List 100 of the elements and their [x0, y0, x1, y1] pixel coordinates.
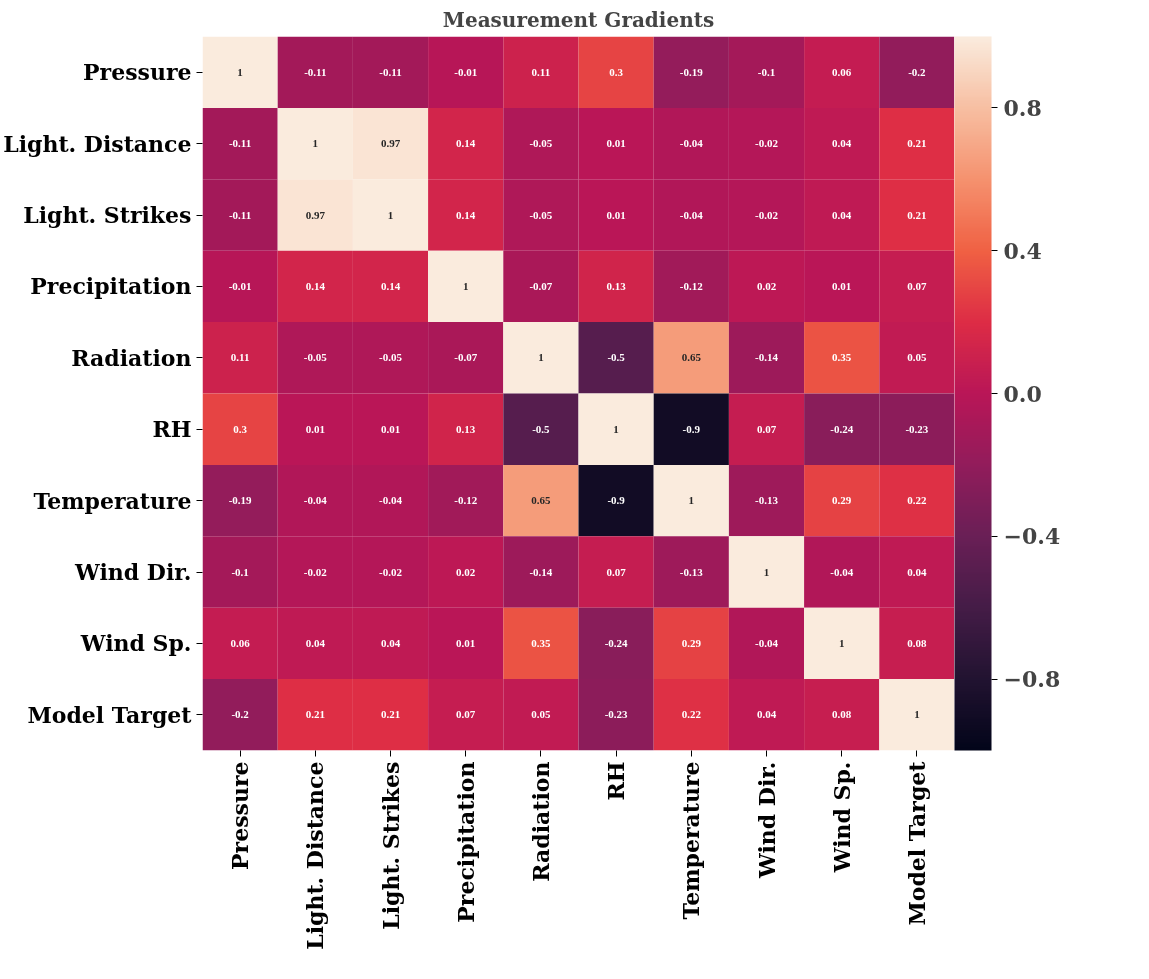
data-label: 1 [312, 137, 319, 150]
data-label: -0.04 [679, 208, 704, 221]
data-label: -0.14 [529, 565, 553, 578]
data-label: -0.02 [303, 565, 328, 578]
data-label: 0.02 [756, 279, 777, 292]
data-label: -0.23 [604, 708, 629, 721]
data-label: 1 [613, 422, 619, 435]
y-tick-label: Wind Sp. [79, 630, 192, 657]
data-label: 0.07 [456, 708, 476, 721]
y-tick-label: Model Target [27, 701, 193, 728]
data-label: -0.04 [379, 494, 403, 507]
data-label: -0.12 [454, 494, 478, 507]
data-label: -0.9 [682, 422, 701, 435]
data-label: 0.11 [531, 65, 551, 78]
data-label: -0.13 [679, 565, 704, 578]
y-tick-label: Temperature [33, 487, 192, 514]
color-bar-label: 0.0 [1003, 380, 1042, 407]
data-label: 0.14 [456, 208, 476, 221]
data-label: 0.01 [380, 422, 401, 435]
data-label: -0.04 [303, 494, 328, 507]
data-label: 0.04 [305, 636, 326, 649]
data-label: -0.24 [604, 636, 629, 649]
data-label: 0.07 [907, 279, 928, 292]
x-tick-label: Temperature [678, 761, 705, 920]
color-bar-label: 0.4 [1003, 237, 1042, 264]
data-label: 0.04 [832, 137, 852, 150]
x-tick-label: Precipitation [452, 761, 479, 923]
data-label: -0.01 [454, 65, 478, 78]
chart-title: Measurement Gradients [442, 7, 715, 32]
data-label: 0.65 [681, 351, 702, 364]
data-label: 0.01 [606, 137, 626, 150]
data-label: -0.12 [679, 279, 704, 292]
data-label: 0.29 [681, 636, 702, 649]
data-label: 0.35 [531, 636, 552, 649]
y-tick-label: Precipitation [30, 273, 192, 300]
data-label: -0.1 [231, 565, 249, 578]
data-label: 0.21 [305, 708, 325, 721]
data-label: -0.13 [755, 494, 779, 507]
data-label: -0.05 [529, 208, 553, 221]
data-label: 0.29 [832, 494, 852, 507]
data-label: 0.02 [456, 565, 476, 578]
data-label: 1 [387, 208, 394, 221]
data-label: 1 [763, 565, 770, 578]
data-label: 0.13 [456, 422, 476, 435]
data-label: -0.07 [454, 351, 478, 364]
data-label: 0.01 [456, 636, 476, 649]
data-label: -0.02 [379, 565, 403, 578]
data-label: 0.21 [907, 208, 927, 221]
data-label: 0.97 [380, 137, 401, 150]
data-label: 0.22 [907, 494, 928, 507]
data-label: -0.05 [529, 137, 553, 150]
data-label: 0.07 [756, 422, 777, 435]
data-label: -0.2 [231, 708, 250, 721]
y-tick-label: RH [152, 416, 192, 443]
data-label: 0.06 [230, 636, 251, 649]
color-bar-label: −0.8 [1003, 666, 1061, 693]
x-tick-label: Light. Strikes [377, 761, 404, 930]
data-label: -0.14 [755, 351, 779, 364]
data-label: 0.01 [305, 422, 325, 435]
data-label: -0.19 [228, 494, 253, 507]
data-label: 0.08 [907, 636, 928, 649]
data-label: 0.97 [305, 208, 326, 221]
data-label: -0.02 [755, 137, 779, 150]
data-label: -0.11 [228, 137, 252, 150]
data-label: 0.08 [832, 708, 852, 721]
data-label: 1 [538, 351, 544, 364]
x-tick-label: Radiation [527, 761, 554, 882]
data-label: 0.13 [606, 279, 627, 292]
x-tick-label: Wind Sp. [828, 761, 855, 874]
data-label: -0.5 [532, 422, 551, 435]
data-label: -0.11 [379, 65, 402, 78]
data-label: 0.04 [756, 708, 777, 721]
data-label: 0.05 [907, 351, 928, 364]
data-label: 0.01 [832, 279, 852, 292]
data-label: -0.07 [529, 279, 553, 292]
x-tick-label: Light. Distance [302, 761, 329, 950]
data-label: 0.65 [531, 494, 552, 507]
data-label: -0.05 [303, 351, 328, 364]
x-tick-label: Wind Dir. [753, 761, 780, 879]
data-label: 0.35 [832, 351, 852, 364]
data-label: -0.2 [908, 65, 927, 78]
color-bar-label: 0.8 [1003, 94, 1042, 121]
y-tick-label: Wind Dir. [74, 559, 192, 585]
data-label: 0.3 [609, 65, 624, 78]
data-label: 0.3 [233, 422, 248, 435]
data-label: -0.04 [830, 565, 854, 578]
data-label: 1 [688, 494, 695, 507]
x-tick-label: RH [603, 761, 630, 801]
data-label: 0.14 [456, 137, 476, 150]
data-label: 0.06 [832, 65, 852, 78]
data-label: 0.05 [531, 708, 552, 721]
data-label: 0.14 [305, 279, 326, 292]
y-tick-label: Light. Strikes [23, 202, 192, 228]
data-label: -0.04 [755, 636, 779, 649]
data-label: -0.11 [304, 65, 327, 78]
data-label: 0.22 [681, 708, 702, 721]
color-bar-label: −0.4 [1003, 523, 1061, 550]
y-tick-label: Light. Distance [3, 130, 192, 157]
data-label: -0.02 [755, 208, 779, 221]
data-label: 1 [914, 708, 920, 721]
